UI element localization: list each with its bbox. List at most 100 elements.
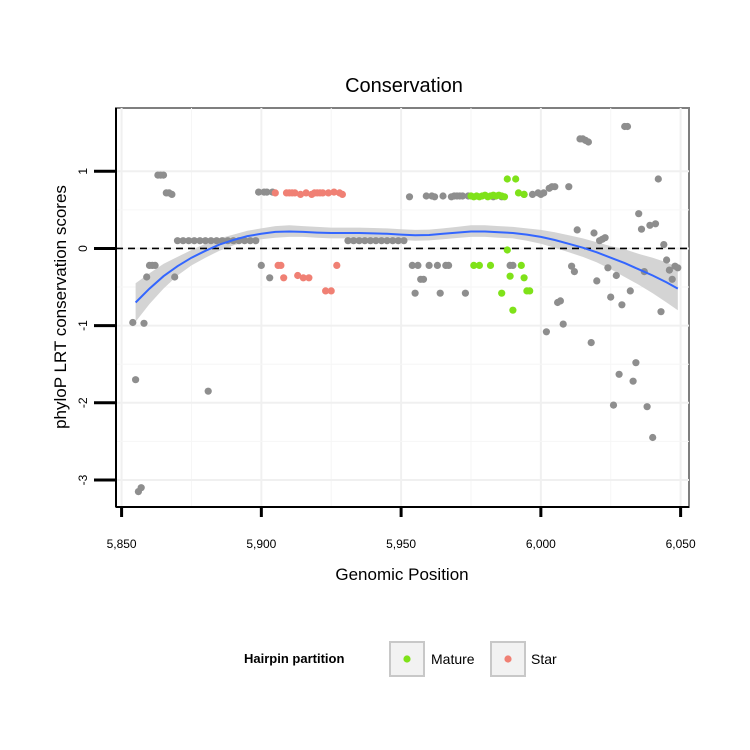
point-other — [528, 190, 537, 198]
point-other — [263, 188, 271, 196]
point-other — [570, 268, 579, 276]
point-mature — [475, 261, 483, 269]
point-other — [637, 225, 646, 233]
point-other — [584, 138, 593, 146]
point-other — [344, 237, 352, 245]
point-other — [394, 237, 402, 245]
point-star — [324, 189, 332, 197]
point-mature — [503, 175, 511, 183]
point-other — [674, 264, 682, 272]
point-other — [607, 293, 615, 301]
point-mature — [498, 289, 506, 297]
point-mature — [509, 306, 517, 314]
y-axis: 1 0 -1 -2 -3 — [76, 108, 117, 507]
point-other — [190, 237, 198, 245]
point-other — [405, 193, 414, 201]
point-other — [204, 387, 212, 395]
point-other — [151, 261, 159, 269]
point-other — [651, 220, 660, 228]
point-other — [168, 190, 176, 198]
point-star — [280, 274, 288, 282]
point-other — [568, 262, 576, 270]
point-other — [556, 297, 565, 305]
point-other — [646, 221, 654, 229]
chart-title: Conservation — [345, 75, 463, 97]
point-star — [294, 271, 302, 280]
point-other — [654, 175, 662, 183]
point-other — [542, 328, 551, 336]
point-other — [601, 234, 609, 242]
x-tick-label: 5,850 — [107, 537, 137, 551]
point-other — [414, 261, 422, 269]
point-other — [565, 183, 573, 191]
point-other — [660, 241, 668, 249]
point-other — [207, 237, 215, 245]
y-tick-label: -3 — [76, 474, 90, 485]
point-other — [540, 189, 548, 197]
point-other — [140, 319, 148, 327]
point-star — [305, 274, 313, 282]
point-star — [302, 189, 310, 197]
point-mature — [506, 272, 514, 280]
point-star — [296, 190, 305, 198]
point-other — [255, 188, 263, 196]
point-other — [266, 274, 274, 282]
point-other — [408, 261, 416, 269]
point-other — [132, 376, 140, 384]
point-other — [629, 377, 637, 385]
point-other — [551, 183, 559, 191]
point-star — [277, 261, 285, 269]
plot-border — [115, 107, 690, 508]
y-tick-label: -2 — [76, 397, 90, 408]
point-other — [593, 277, 601, 285]
point-other — [615, 370, 623, 378]
points-star — [271, 188, 346, 295]
point-other — [604, 264, 612, 272]
legend-key-star — [490, 641, 526, 677]
point-other — [213, 237, 221, 245]
point-other — [461, 289, 469, 297]
point-other — [573, 226, 581, 234]
point-other — [377, 237, 386, 245]
point-star — [271, 189, 279, 197]
points-mature — [467, 175, 534, 314]
point-other — [431, 193, 439, 201]
point-other — [355, 237, 363, 245]
point-other — [635, 210, 643, 218]
point-other — [649, 433, 657, 442]
plot-panel — [115, 107, 690, 508]
smooth-curve — [134, 230, 679, 304]
point-other — [445, 261, 453, 269]
point-other — [246, 237, 254, 245]
point-star — [330, 188, 338, 196]
point-other — [383, 237, 391, 245]
x-tick-label: 6,050 — [666, 537, 696, 551]
point-mature — [470, 261, 478, 269]
legend-marker-mature — [403, 655, 411, 663]
point-other — [257, 261, 265, 269]
point-other — [361, 237, 369, 245]
legend-label-mature: Mature — [431, 651, 475, 667]
point-other — [612, 271, 620, 280]
point-other — [159, 171, 168, 179]
point-other — [185, 237, 193, 245]
point-other — [618, 301, 626, 309]
point-other — [439, 192, 447, 200]
point-other — [665, 266, 674, 274]
point-other — [350, 237, 358, 245]
point-mature — [500, 193, 509, 201]
point-other — [559, 320, 567, 328]
legend-marker-star — [504, 655, 512, 663]
point-other — [137, 484, 145, 492]
x-tick-label: 6,000 — [526, 537, 556, 551]
point-other — [590, 229, 598, 237]
point-other — [241, 237, 249, 245]
point-other — [129, 318, 137, 327]
point-other — [411, 289, 419, 297]
point-mature — [486, 261, 495, 269]
point-other — [626, 287, 634, 295]
point-star — [291, 189, 299, 197]
point-other — [668, 275, 676, 283]
point-star — [322, 287, 330, 295]
